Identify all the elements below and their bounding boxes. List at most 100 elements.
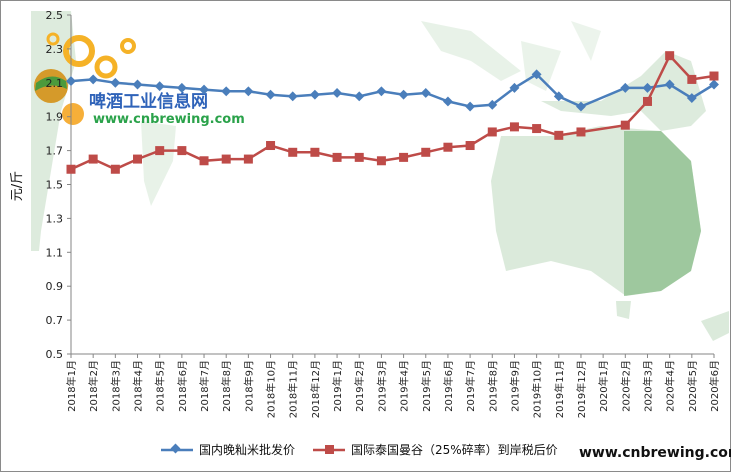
series-0-point <box>309 89 320 100</box>
series-0-point <box>576 101 586 112</box>
series-0-point <box>709 79 719 90</box>
series-0-point <box>465 101 476 112</box>
logo-ring-large <box>63 35 95 67</box>
series-1-point <box>177 146 187 156</box>
series-1-point <box>88 154 98 164</box>
series-0-point <box>154 81 165 92</box>
x-tick-label: 2019年2月 <box>353 360 366 412</box>
series-1-point <box>310 147 320 157</box>
x-tick-label: 2019年12月 <box>575 360 588 418</box>
y-tick-label: 0.7 <box>46 314 64 327</box>
x-tick-label: 2018年6月 <box>176 360 189 412</box>
series-0-point <box>442 96 453 107</box>
logo-globe-band <box>35 76 67 91</box>
x-tick-label: 2020年3月 <box>641 360 654 412</box>
series-0-point <box>287 91 298 102</box>
series-0-point <box>398 89 409 100</box>
logo-ring-tiny <box>46 32 60 46</box>
x-tick-label: 2018年9月 <box>242 360 255 412</box>
legend-marker-thai <box>325 445 334 454</box>
series-0-point <box>132 79 143 90</box>
series-0-point <box>176 82 187 93</box>
x-tick-label: 2019年5月 <box>420 360 433 412</box>
x-tick-label: 2020年2月 <box>619 360 632 412</box>
series-0-point <box>332 88 343 98</box>
series-1-point <box>199 156 209 166</box>
series-1-point <box>243 154 253 164</box>
legend-label-domestic: 国内晚籼米批发价 <box>199 442 295 457</box>
x-tick-label: 2020年5月 <box>686 360 699 412</box>
watermark-site-name: 啤酒工业信息网 <box>89 91 208 112</box>
y-tick-label: 1.3 <box>46 212 64 225</box>
series-0-point <box>376 86 387 97</box>
x-tick-label: 2019年8月 <box>486 360 499 412</box>
series-1-point <box>66 164 76 174</box>
x-tick-label: 2020年4月 <box>664 360 677 412</box>
legend-marker-domestic <box>170 443 181 454</box>
map-new-zealand <box>701 311 729 341</box>
series-1-point <box>665 51 675 61</box>
series-0-point <box>664 79 675 90</box>
series-1-point <box>509 122 519 132</box>
series-0-point <box>221 86 232 97</box>
series-1-point <box>576 127 586 137</box>
series-1-point <box>421 147 431 157</box>
series-1-point <box>532 124 542 134</box>
x-tick-label: 2020年6月 <box>708 360 721 412</box>
x-tick-label: 2019年1月 <box>331 360 344 412</box>
x-tick-label: 2018年12月 <box>309 360 322 418</box>
series-1-point <box>487 127 497 137</box>
y-tick-label: 2.3 <box>46 43 64 56</box>
map-tasmania <box>616 301 631 319</box>
x-tick-label: 2019年6月 <box>442 360 455 412</box>
y-tick-label: 0.5 <box>46 348 64 361</box>
series-1-point <box>376 156 386 166</box>
series-1-point <box>288 147 298 157</box>
x-tick-label: 2019年4月 <box>398 360 411 412</box>
series-1-point <box>332 152 342 162</box>
series-1-point <box>110 164 120 174</box>
legend-item-domestic: 国内晚籼米批发价 <box>161 442 295 457</box>
series-0-point <box>199 84 209 95</box>
series-0-point <box>642 82 653 93</box>
logo-ring-small <box>120 38 136 54</box>
x-tick-label: 2019年7月 <box>464 360 477 412</box>
background-map <box>31 11 729 341</box>
series-0-point <box>686 93 697 104</box>
x-tick-label: 2018年7月 <box>198 360 211 412</box>
y-tick-label: 1.5 <box>46 179 64 192</box>
series-1-point <box>133 154 143 164</box>
map-island-sulawesi <box>521 41 561 91</box>
watermark-logo: 啤酒工业信息网 www.cnbrewing.com <box>34 32 245 127</box>
footer-site-url: www.cnbrewing.com <box>579 445 731 461</box>
series-1-point <box>620 120 630 130</box>
legend-item-thai: 国际泰国曼谷（25%碎率）到岸税后价 <box>313 442 558 457</box>
map-landmass-west <box>31 11 76 251</box>
map-island-borneo <box>421 21 521 81</box>
logo-orb <box>62 103 84 125</box>
logo-globe <box>34 69 68 103</box>
x-tick-label: 2018年1月 <box>65 360 78 412</box>
map-island-philippines <box>571 21 601 61</box>
y-axis-label: 元/斤 <box>10 171 25 201</box>
series-0-point <box>420 88 431 98</box>
series-1-point <box>399 152 409 162</box>
series-1-point <box>266 141 276 151</box>
logo-ring-medium <box>94 55 118 79</box>
series-0-point <box>531 69 542 80</box>
x-tick-label: 2018年3月 <box>109 360 122 412</box>
series-1-point <box>443 142 453 152</box>
series-0-point <box>354 91 365 102</box>
series-0-point <box>110 77 121 88</box>
x-tick-label: 2018年5月 <box>154 360 167 412</box>
y-axis-ticks: 2.5 2.3 2.1 1.9 1.7 1.5 1.3 1.1 0.9 0.7 0.5 <box>46 9 71 361</box>
x-tick-label: 2020年1月 <box>597 360 610 412</box>
series-1-point <box>554 130 564 140</box>
series-0-point <box>265 89 276 100</box>
series-0-point <box>243 86 254 97</box>
x-tick-label: 2019年11月 <box>553 360 566 418</box>
series-1-point <box>155 146 165 156</box>
legend: 国内晚籼米批发价 国际泰国曼谷（25%碎率）到岸税后价 <box>161 442 558 457</box>
